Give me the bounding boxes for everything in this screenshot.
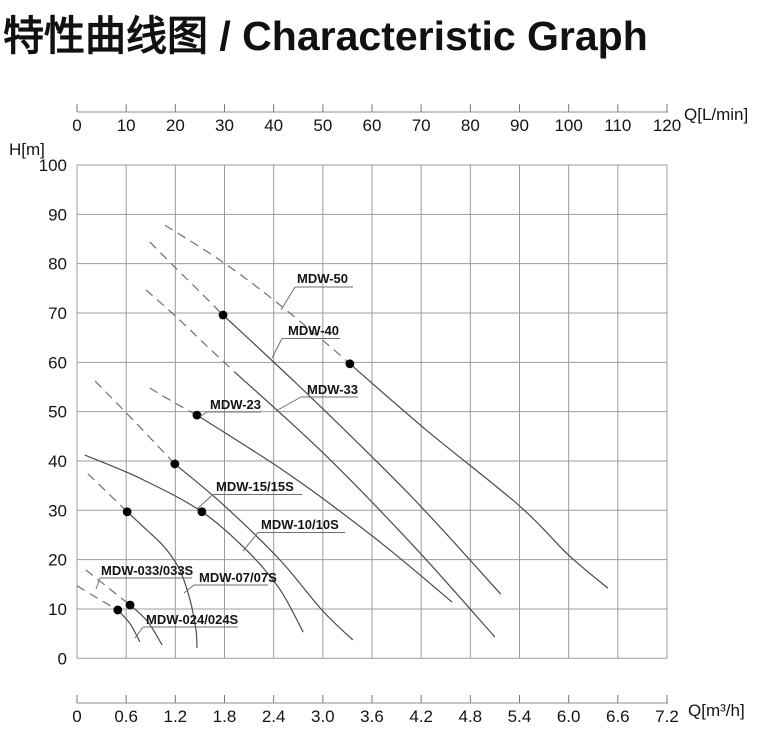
curve-label-leader bbox=[242, 532, 259, 552]
curve-label-leader bbox=[134, 626, 144, 639]
top-axis-tick-label: 50 bbox=[313, 116, 332, 135]
bottom-axis-tick-label: 2.4 bbox=[262, 707, 286, 726]
left-axis-tick-label: 30 bbox=[48, 501, 67, 520]
curve-solid-segment bbox=[84, 454, 304, 633]
curve-label-leader bbox=[199, 411, 208, 417]
top-axis-tick-label: 0 bbox=[72, 116, 81, 135]
curve-label-leader bbox=[275, 396, 302, 412]
rated-point-dot bbox=[122, 507, 132, 517]
curve-dashed-segment bbox=[145, 289, 236, 373]
curve-solid-segment bbox=[129, 604, 163, 646]
curve-mdw-024-024s: MDW-024/024S bbox=[76, 585, 239, 643]
bottom-axis-tick-label: 4.2 bbox=[409, 707, 433, 726]
left-axis-tick-label: 0 bbox=[58, 649, 67, 668]
top-axis-tick-label: 70 bbox=[412, 116, 431, 135]
curve-label: MDW-15/15S bbox=[216, 479, 294, 494]
left-axis-unit-label: H[m] bbox=[9, 140, 45, 159]
grid bbox=[76, 164, 668, 659]
curve-dashed-segment bbox=[164, 224, 351, 365]
rated-point-dot bbox=[170, 459, 180, 469]
top-axis-unit-label: Q[L/min] bbox=[684, 105, 748, 124]
curve-solid-segment bbox=[126, 511, 198, 648]
bottom-axis-unit-label: Q[m³/h] bbox=[688, 701, 745, 720]
curve-label-leader bbox=[183, 584, 195, 594]
top-axis-tick-label: 120 bbox=[653, 116, 681, 135]
curve-solid-segment bbox=[349, 363, 609, 589]
rated-point-dot bbox=[192, 410, 202, 420]
top-axis-tick-label: 10 bbox=[117, 116, 136, 135]
rated-point-dot bbox=[345, 359, 355, 369]
curve-label: MDW-033/033S bbox=[101, 563, 194, 578]
top-axis-tick-label: 100 bbox=[554, 116, 582, 135]
bottom-axis: 0 0.6 1.2 1.8 2.4 3.0 3.6 4.2 4.8 5.4 6.0 6.6 7.2 Q[m… bbox=[72, 695, 745, 726]
curve-solid-segment bbox=[196, 414, 453, 603]
curve-label: MDW-40 bbox=[288, 323, 339, 338]
curve-mdw-50: MDW-50 bbox=[164, 224, 609, 589]
bottom-axis-tick-label: 1.2 bbox=[164, 707, 188, 726]
bottom-axis-tick-label: 3.0 bbox=[311, 707, 335, 726]
left-axis-tick-label: 10 bbox=[48, 600, 67, 619]
curve-label: MDW-50 bbox=[297, 271, 348, 286]
curve-solid-segment bbox=[234, 371, 496, 638]
curve-label-leader bbox=[280, 286, 296, 311]
rated-point-dot bbox=[125, 600, 135, 610]
page-title: 特性曲线图 / Characteristic Graph bbox=[3, 13, 648, 59]
curve-mdw-033-033s: MDW-033/033S bbox=[85, 563, 194, 646]
top-axis-tick-label: 80 bbox=[461, 116, 480, 135]
curve-dashed-segment bbox=[149, 241, 224, 316]
bottom-axis-tick-label: 0 bbox=[72, 707, 81, 726]
bottom-axis-tick-label: 7.2 bbox=[655, 707, 679, 726]
curve-dashed-segment bbox=[85, 569, 131, 606]
left-axis-tick-label: 70 bbox=[48, 304, 67, 323]
left-axis-tick-label: 50 bbox=[48, 403, 67, 422]
top-axis-tick-label: 20 bbox=[166, 116, 185, 135]
left-axis-tick-label: 40 bbox=[48, 452, 67, 471]
curve-mdw-40: MDW-40 bbox=[149, 241, 502, 595]
curve-dashed-segment bbox=[94, 380, 176, 465]
curve-mdw-23: MDW-23 bbox=[149, 387, 453, 603]
curve-label: MDW-024/024S bbox=[146, 612, 239, 627]
curve-dashed-segment bbox=[149, 387, 198, 416]
top-axis-tick-label: 40 bbox=[264, 116, 283, 135]
curve-mdw-07-07s: MDW-07/07S bbox=[87, 473, 277, 648]
top-axis-tick-label: 90 bbox=[510, 116, 529, 135]
curve-label-leader bbox=[95, 577, 101, 590]
bottom-axis-tick-label: 6.0 bbox=[557, 707, 581, 726]
left-axis-tick-label: 60 bbox=[48, 353, 67, 372]
curve-label: MDW-10/10S bbox=[261, 517, 339, 532]
left-axis-tick-label: 20 bbox=[48, 551, 67, 570]
curve-label: MDW-07/07S bbox=[199, 570, 277, 585]
curve-mdw-10-10s: MDW-10/10S bbox=[84, 454, 345, 633]
curve-label-leader bbox=[196, 494, 214, 510]
left-axis-tick-label: 80 bbox=[48, 255, 67, 274]
top-axis-tick-label: 110 bbox=[604, 116, 631, 135]
curve-mdw-33: MDW-33 bbox=[145, 289, 496, 638]
curve-label: MDW-33 bbox=[307, 382, 358, 397]
top-axis-tick-label: 60 bbox=[363, 116, 382, 135]
bottom-axis-tick-label: 6.6 bbox=[606, 707, 630, 726]
bottom-axis-tick-label: 1.8 bbox=[213, 707, 237, 726]
bottom-axis-tick-label: 4.8 bbox=[459, 707, 483, 726]
rated-point-dot bbox=[197, 507, 207, 517]
curve-solid-segment bbox=[174, 463, 354, 641]
bottom-axis-tick-label: 3.6 bbox=[360, 707, 384, 726]
curve-mdw-15-15s: MDW-15/15S bbox=[94, 380, 354, 641]
rated-point-dot bbox=[218, 310, 228, 320]
left-axis-tick-label: 90 bbox=[48, 205, 67, 224]
curve-dashed-segment bbox=[76, 585, 119, 611]
curve-label-leader bbox=[271, 338, 283, 359]
curve-solid-segment bbox=[222, 314, 502, 595]
left-axis-tick-label: 100 bbox=[39, 156, 67, 175]
bottom-axis-tick-label: 5.4 bbox=[508, 707, 532, 726]
curve-solid-segment bbox=[117, 609, 141, 643]
curve-label: MDW-23 bbox=[210, 397, 261, 412]
top-axis-tick-label: 30 bbox=[215, 116, 234, 135]
curve-dashed-segment bbox=[87, 473, 128, 513]
rated-point-dot bbox=[113, 605, 123, 615]
bottom-axis-tick-label: 0.6 bbox=[114, 707, 138, 726]
